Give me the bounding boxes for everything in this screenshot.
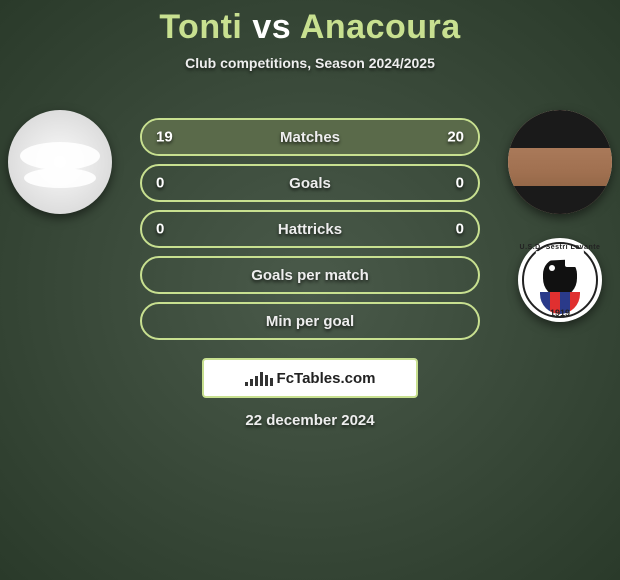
stat-row: Goals per match (140, 256, 480, 294)
right-column: U.S.D. Sestri Levante 1919 (500, 110, 620, 322)
stats-panel: 19 20 Matches 0 0 Goals 0 0 Hattricks Goals per m… (140, 118, 480, 340)
vs-text: vs (252, 8, 291, 46)
stat-label: Matches (280, 129, 340, 146)
subtitle: Club competitions, Season 2024/2025 (0, 55, 620, 71)
stat-value-right: 20 (447, 129, 464, 146)
stat-row: 19 20 Matches (140, 118, 480, 156)
stat-value-right: 0 (456, 221, 464, 238)
stat-value-right: 0 (456, 175, 464, 192)
badge-year: 1919 (550, 308, 570, 318)
player1-club-badge (18, 238, 102, 322)
stat-label: Goals (289, 175, 331, 192)
stat-row: 0 0 Goals (140, 164, 480, 202)
left-column (0, 110, 120, 322)
player2-name: Anacoura (300, 8, 461, 46)
brand-box[interactable]: FcTables.com (202, 358, 418, 398)
player1-avatar (8, 110, 112, 214)
stat-label: Min per goal (266, 313, 354, 330)
stat-label: Goals per match (251, 267, 369, 284)
stat-value-left: 0 (156, 221, 164, 238)
brand-text: FcTables.com (277, 370, 376, 387)
player2-avatar (508, 110, 612, 214)
page-title: Tonti vs Anacoura (0, 8, 620, 47)
player2-avatar-face (508, 110, 612, 214)
player2-club-badge: U.S.D. Sestri Levante 1919 (518, 238, 602, 322)
stat-label: Hattricks (278, 221, 342, 238)
stat-value-left: 19 (156, 129, 173, 146)
stat-value-left: 0 (156, 175, 164, 192)
header: Tonti vs Anacoura Club competitions, Sea… (0, 0, 620, 71)
player1-name: Tonti (159, 8, 242, 46)
brand-bars-icon (245, 370, 273, 386)
date-text: 22 december 2024 (0, 412, 620, 429)
stat-row: 0 0 Hattricks (140, 210, 480, 248)
stat-row: Min per goal (140, 302, 480, 340)
